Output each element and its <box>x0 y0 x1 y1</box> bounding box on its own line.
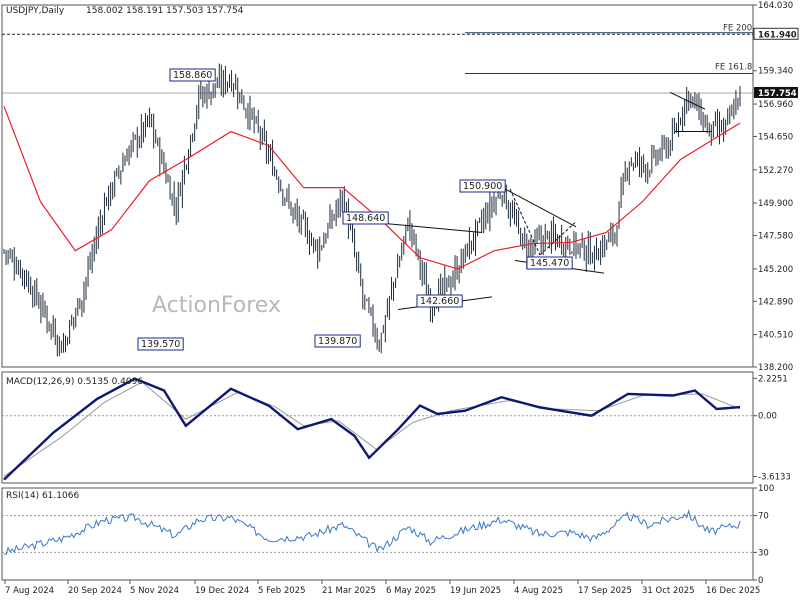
price-label: 150.900 <box>463 181 502 192</box>
current-price-label: 157.754 <box>758 89 797 99</box>
price-y-tick-label: 149.900 <box>758 199 793 209</box>
price-pane <box>1 4 754 368</box>
current-price-tag <box>754 86 798 98</box>
x-tick-label: 6 May 2025 <box>386 586 436 596</box>
fe200-tag-label: 161.940 <box>758 30 797 40</box>
x-tick-label: 4 Aug 2025 <box>514 586 563 596</box>
macd-y-tick-label: 2.2251 <box>758 374 788 384</box>
price-label: 139.870 <box>318 336 357 347</box>
x-tick-label: 19 Jun 2025 <box>450 586 501 596</box>
x-tick-label: 20 Sep 2024 <box>68 586 122 596</box>
chart-ohlc: 158.002 158.191 157.503 157.754 <box>86 6 244 16</box>
fe200-tag <box>753 27 799 40</box>
rsi-y-tick-label: 70 <box>758 512 769 522</box>
flag-upper-line <box>669 91 706 110</box>
wave-dash-2 <box>539 222 576 256</box>
x-tick-label: 7 Aug 2024 <box>5 586 54 596</box>
rsi-y-tick-label: 0 <box>758 576 763 586</box>
macd-line <box>3 377 741 481</box>
x-tick-label: 21 Mar 2025 <box>322 586 376 596</box>
macd-title: MACD(12,26,9) 0.5135 0.4096 <box>6 377 143 387</box>
price-label-box <box>416 294 463 308</box>
price-label-box <box>169 68 216 82</box>
x-tick-label: 19 Dec 2024 <box>195 586 249 596</box>
x-tick-label: 5 Feb 2025 <box>258 586 306 596</box>
price-y-tick-label: 156.960 <box>758 100 793 110</box>
rsi-y-tick-label: 100 <box>758 484 774 494</box>
price-label: 139.570 <box>141 339 180 350</box>
price-y-tick-label: 152.270 <box>758 166 793 176</box>
price-label-box <box>526 256 573 270</box>
wave-dash-1 <box>509 188 541 256</box>
price-label-box <box>342 211 389 225</box>
wedge-upper-line <box>504 188 577 228</box>
price-y-tick-label: 164.030 <box>758 1 793 11</box>
x-tick-label: 16 Dec 2025 <box>706 586 760 596</box>
price-y-tick-label: 147.580 <box>758 232 793 242</box>
rsi-y-tick-label: 30 <box>758 548 769 558</box>
price-y-tick-label: 140.510 <box>758 331 793 341</box>
watermark: ActionForex <box>152 293 281 318</box>
macd-y-tick-label: 0.00 <box>758 412 777 422</box>
x-tick-label: 5 Nov 2024 <box>130 586 179 596</box>
rsi-line <box>3 509 741 555</box>
price-label: 142.660 <box>420 296 459 307</box>
chart-symbol: USDJPY,Daily <box>6 6 65 16</box>
price-y-tick-label: 154.650 <box>758 132 793 142</box>
price-label-box <box>314 334 361 348</box>
price-label-box <box>137 337 184 351</box>
x-tick-label: 17 Sep 2025 <box>578 586 632 596</box>
rsi-title: RSI(14) 61.1066 <box>6 491 79 501</box>
fe1618-label: FE 161.8 <box>715 63 752 73</box>
fe200-label: FE 200 <box>723 23 752 33</box>
price-y-tick-label: 145.200 <box>758 265 793 275</box>
macd-y-tick-label: -3.6133 <box>758 472 791 482</box>
price-label: 158.860 <box>173 70 212 81</box>
price-y-tick-label: 138.200 <box>758 363 793 373</box>
price-label: 148.640 <box>346 213 385 224</box>
price-y-tick-label: 159.340 <box>758 67 793 77</box>
price-label: 145.470 <box>530 258 569 269</box>
rsi-pane <box>1 487 754 581</box>
price-label-box <box>459 179 506 193</box>
x-tick-label: 31 Oct 2025 <box>642 586 695 596</box>
price-y-tick-label: 142.890 <box>758 297 793 307</box>
